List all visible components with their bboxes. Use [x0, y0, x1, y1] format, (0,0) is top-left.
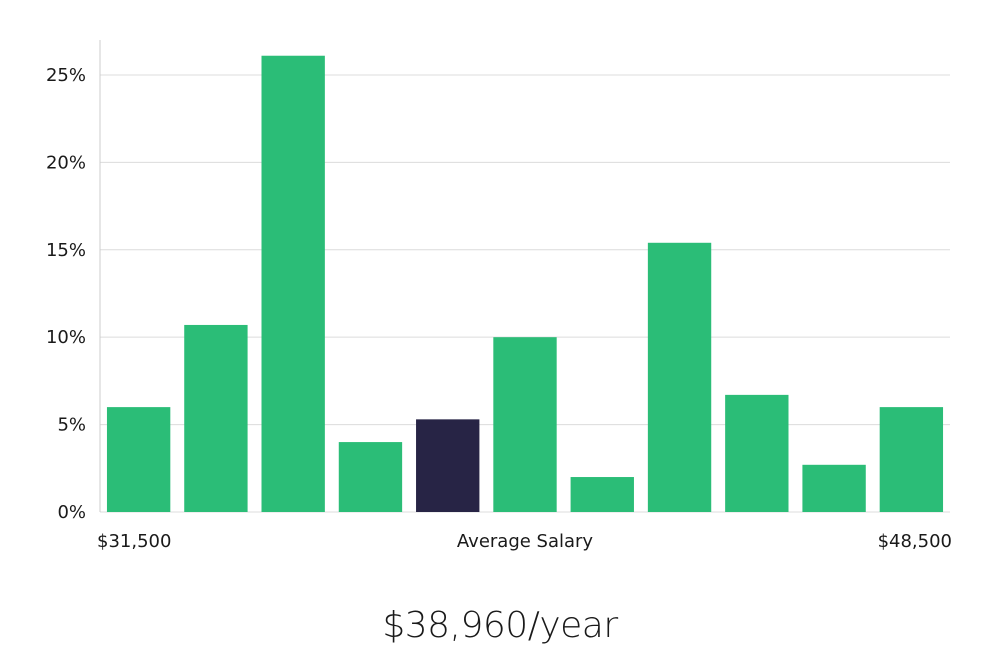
- y-axis-ticks: 0% 5% 10% 15% 20% 25%: [46, 65, 86, 523]
- x-axis-title: Average Salary: [457, 531, 594, 552]
- bar: [647, 242, 712, 512]
- bars: [106, 55, 944, 512]
- bar: [106, 407, 171, 512]
- bar: [338, 442, 403, 512]
- bar: [879, 407, 944, 512]
- y-tick-label: 5%: [57, 415, 86, 436]
- x-min-label: $31,500: [97, 531, 171, 552]
- y-tick-label: 20%: [46, 152, 86, 173]
- average-salary-headline: $38,960/year: [382, 605, 618, 646]
- y-tick-label: 25%: [46, 65, 86, 86]
- y-tick-label: 10%: [46, 327, 86, 348]
- bar: [184, 324, 248, 512]
- bar: [493, 337, 557, 512]
- x-max-label: $48,500: [878, 531, 952, 552]
- bar: [570, 477, 634, 512]
- y-tick-label: 15%: [46, 240, 86, 261]
- bar: [725, 394, 789, 512]
- y-tick-label: 0%: [57, 502, 86, 523]
- bar-highlighted: [416, 419, 480, 512]
- salary-distribution-chart: 0%5%10%15%20%25% $31,500 Average Salary …: [46, 40, 952, 552]
- bar: [802, 464, 866, 512]
- bar: [261, 55, 325, 512]
